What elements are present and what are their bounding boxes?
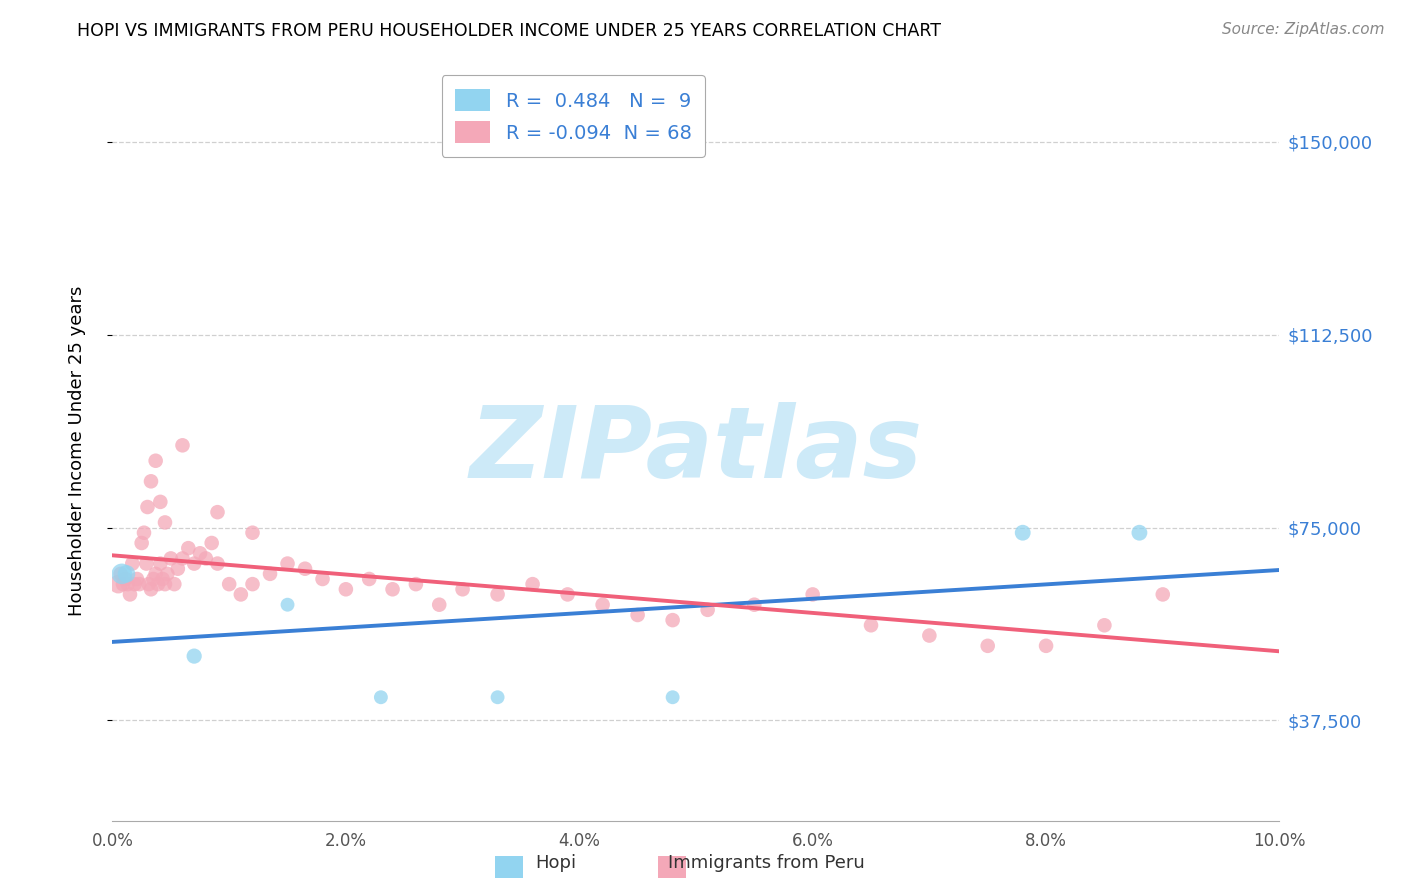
Point [370, 690, 392, 705]
Point [381, 582, 404, 597]
Text: ZIPatlas: ZIPatlas [470, 402, 922, 499]
Point [156, 566, 179, 581]
Y-axis label: Householder Income Under 25 years: Householder Income Under 25 years [67, 285, 86, 615]
Point [136, 500, 159, 514]
Point [801, 587, 824, 601]
Point [486, 587, 509, 601]
Point [229, 587, 252, 601]
Point [111, 577, 134, 591]
Point [207, 505, 229, 519]
Point [115, 566, 138, 581]
Point [218, 577, 240, 591]
Point [146, 577, 169, 591]
Text: Source: ZipAtlas.com: Source: ZipAtlas.com [1222, 22, 1385, 37]
Point [1011, 525, 1033, 540]
Point [335, 582, 357, 597]
Point [135, 557, 157, 571]
Point [118, 587, 141, 601]
Point [114, 572, 136, 586]
Point [259, 566, 281, 581]
Point [427, 598, 450, 612]
Point [128, 577, 150, 591]
Text: Immigrants from Peru: Immigrants from Peru [668, 855, 865, 872]
Point [311, 572, 333, 586]
Point [107, 577, 129, 591]
Point [592, 598, 614, 612]
Point [117, 577, 139, 591]
Point [557, 587, 579, 601]
Point [1152, 587, 1174, 601]
Point [110, 566, 132, 581]
Point [139, 475, 162, 489]
Point [661, 690, 683, 705]
Point [860, 618, 883, 632]
Point [661, 613, 683, 627]
Point [1128, 525, 1150, 540]
Point [131, 536, 153, 550]
Point [152, 572, 174, 586]
Point [183, 557, 205, 571]
Point [201, 536, 224, 550]
Point [160, 551, 183, 566]
Point [166, 562, 188, 576]
Point [139, 582, 162, 597]
Text: Hopi: Hopi [534, 855, 576, 872]
Point [976, 639, 998, 653]
Point [918, 629, 941, 643]
Point [207, 557, 229, 571]
Text: HOPI VS IMMIGRANTS FROM PERU HOUSEHOLDER INCOME UNDER 25 YEARS CORRELATION CHART: HOPI VS IMMIGRANTS FROM PERU HOUSEHOLDER… [77, 22, 942, 40]
Point [451, 582, 474, 597]
Point [277, 598, 299, 612]
Point [627, 607, 650, 622]
Point [277, 557, 299, 571]
Point [522, 577, 544, 591]
Point [111, 566, 134, 581]
Point [194, 551, 217, 566]
Point [138, 577, 160, 591]
Point [696, 603, 718, 617]
Point [121, 557, 143, 571]
Point [1094, 618, 1116, 632]
Point [153, 577, 176, 591]
Point [486, 690, 509, 705]
Point [132, 525, 155, 540]
Point [359, 572, 381, 586]
Point [294, 562, 316, 576]
Point [242, 525, 264, 540]
Point [242, 577, 264, 591]
Point [188, 546, 211, 560]
Point [153, 516, 176, 530]
Point [172, 551, 194, 566]
Point [125, 572, 148, 586]
Point [149, 557, 172, 571]
Point [405, 577, 427, 591]
Point [1035, 639, 1057, 653]
Legend: R =  0.484   N =  9, R = -0.094  N = 68: R = 0.484 N = 9, R = -0.094 N = 68 [441, 75, 706, 157]
Point [744, 598, 766, 612]
Point [142, 572, 165, 586]
Point [172, 438, 194, 452]
Point [177, 541, 200, 556]
Point [163, 577, 186, 591]
Point [145, 566, 167, 581]
Point [124, 577, 146, 591]
Point [145, 454, 167, 468]
Point [183, 649, 205, 664]
Point [149, 495, 172, 509]
